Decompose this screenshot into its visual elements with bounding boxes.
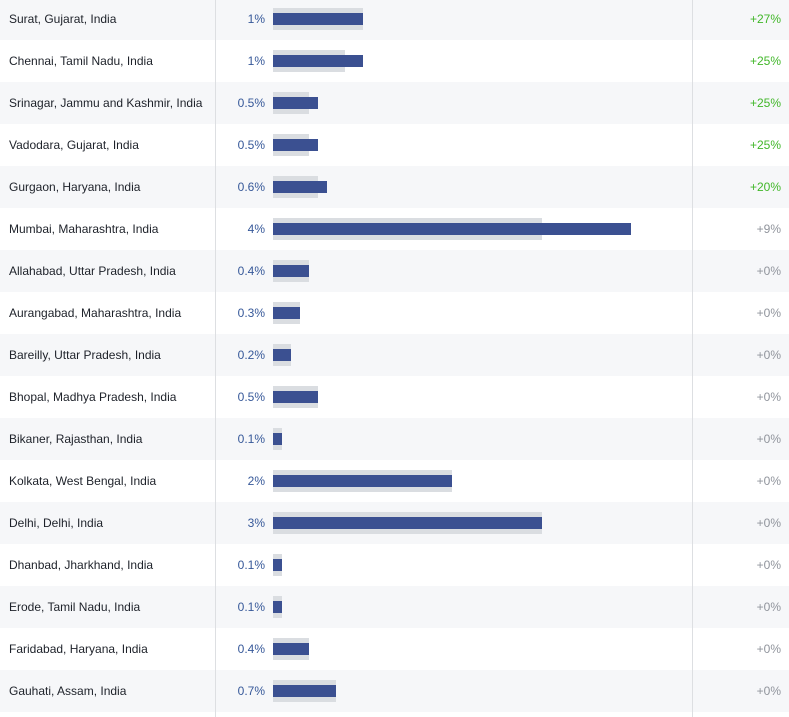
percent-value: 0.5% <box>237 96 265 110</box>
change-value: +27% <box>749 12 781 26</box>
city-name: Aurangabad, Maharashtra, India <box>9 306 182 320</box>
city-name: Chennai, Tamil Nadu, India <box>9 54 153 68</box>
change-value: +0% <box>756 264 781 278</box>
share-bar <box>273 181 327 193</box>
table-row[interactable]: Gauhati, Assam, India 0.7% +0% <box>0 670 789 712</box>
percent-value: 1% <box>247 54 265 68</box>
percent-value: 1% <box>247 12 265 26</box>
percent-value: 0.7% <box>237 684 265 698</box>
city-name: Surat, Gujarat, India <box>9 12 117 26</box>
city-name: Bhopal, Madhya Pradesh, India <box>9 390 177 404</box>
table-row[interactable]: Dhanbad, Jharkhand, India 0.1% +0% <box>0 544 789 586</box>
change-value: +0% <box>756 348 781 362</box>
city-name: Gauhati, Assam, India <box>9 684 127 698</box>
percent-value: 0.5% <box>237 138 265 152</box>
change-value: +0% <box>756 558 781 572</box>
city-name: Vadodara, Gujarat, India <box>9 138 139 152</box>
share-bar <box>273 475 452 487</box>
percent-value: 2% <box>247 474 265 488</box>
change-value: +9% <box>756 222 781 236</box>
city-name: Dhanbad, Jharkhand, India <box>9 558 154 572</box>
table-row[interactable]: Faridabad, Haryana, India 0.4% +0% <box>0 628 789 670</box>
share-bar <box>273 643 309 655</box>
change-value: +0% <box>756 516 781 530</box>
city-name: Allahabad, Uttar Pradesh, India <box>9 264 176 278</box>
city-name: Gurgaon, Haryana, India <box>9 180 141 194</box>
change-value: +0% <box>756 390 781 404</box>
percent-value: 0.1% <box>237 600 265 614</box>
share-bar <box>273 307 300 319</box>
table-row[interactable]: Chennai, Tamil Nadu, India 1% +25% <box>0 40 789 82</box>
share-bar <box>273 433 282 445</box>
change-value: +0% <box>756 642 781 656</box>
share-bar <box>273 139 318 151</box>
percent-value: 0.6% <box>237 180 265 194</box>
change-value: +25% <box>749 96 781 110</box>
percent-value: 0.3% <box>237 306 265 320</box>
percent-value: 0.1% <box>237 432 265 446</box>
percent-value: 3% <box>247 516 265 530</box>
percent-value: 0.5% <box>237 390 265 404</box>
table-row[interactable]: Vadodara, Gujarat, India 0.5% +25% <box>0 124 789 166</box>
city-name: Faridabad, Haryana, India <box>9 642 148 656</box>
city-name: Delhi, Delhi, India <box>9 516 104 530</box>
share-bar <box>273 601 282 613</box>
city-name: Bikaner, Rajasthan, India <box>9 432 143 446</box>
change-value: +0% <box>756 684 781 698</box>
change-value: +25% <box>749 138 781 152</box>
city-name: Mumbai, Maharashtra, India <box>9 222 159 236</box>
column-divider <box>215 0 216 717</box>
table-row[interactable]: Erode, Tamil Nadu, India 0.1% +0% <box>0 586 789 628</box>
table-row[interactable]: Aurangabad, Maharashtra, India 0.3% +0% <box>0 292 789 334</box>
city-name: Erode, Tamil Nadu, India <box>9 600 141 614</box>
city-name: Kolkata, West Bengal, India <box>9 474 157 488</box>
table-row[interactable]: Gurgaon, Haryana, India 0.6% +20% <box>0 166 789 208</box>
percent-value: 0.1% <box>237 558 265 572</box>
share-bar <box>273 349 291 361</box>
percent-value: 0.2% <box>237 348 265 362</box>
table-row[interactable]: Srinagar, Jammu and Kashmir, India 0.5% +2… <box>0 82 789 124</box>
share-bar <box>273 223 631 235</box>
change-value: +0% <box>756 306 781 320</box>
percent-value: 4% <box>247 222 265 236</box>
column-divider <box>692 0 693 717</box>
change-value: +0% <box>756 600 781 614</box>
city-name: Bareilly, Uttar Pradesh, India <box>9 348 161 362</box>
table-row[interactable]: Mumbai, Maharashtra, India 4% +9% <box>0 208 789 250</box>
table-row[interactable]: Bikaner, Rajasthan, India 0.1% +0% <box>0 418 789 460</box>
percent-value: 0.4% <box>237 642 265 656</box>
table-row[interactable]: Allahabad, Uttar Pradesh, India 0.4% +0% <box>0 250 789 292</box>
change-value: +0% <box>756 432 781 446</box>
change-value: +0% <box>756 474 781 488</box>
share-bar <box>273 265 309 277</box>
table-row[interactable]: Delhi, Delhi, India 3% +0% <box>0 502 789 544</box>
table-row[interactable]: Kolkata, West Bengal, India 2% +0% <box>0 460 789 502</box>
city-name: Srinagar, Jammu and Kashmir, India <box>9 96 203 110</box>
share-bar <box>273 97 318 109</box>
table-row[interactable]: Bareilly, Uttar Pradesh, India 0.2% +0% <box>0 334 789 376</box>
share-bar <box>273 517 542 529</box>
percent-value: 0.4% <box>237 264 265 278</box>
share-bar <box>273 13 363 25</box>
share-bar <box>273 685 336 697</box>
change-value: +25% <box>749 54 781 68</box>
share-bar <box>273 391 318 403</box>
change-value: +20% <box>749 180 781 194</box>
table-row[interactable]: Bhopal, Madhya Pradesh, India 0.5% +0% <box>0 376 789 418</box>
share-bar <box>273 559 282 571</box>
share-bar <box>273 55 363 67</box>
table-row[interactable]: Surat, Gujarat, India 1% +27% <box>0 0 789 40</box>
